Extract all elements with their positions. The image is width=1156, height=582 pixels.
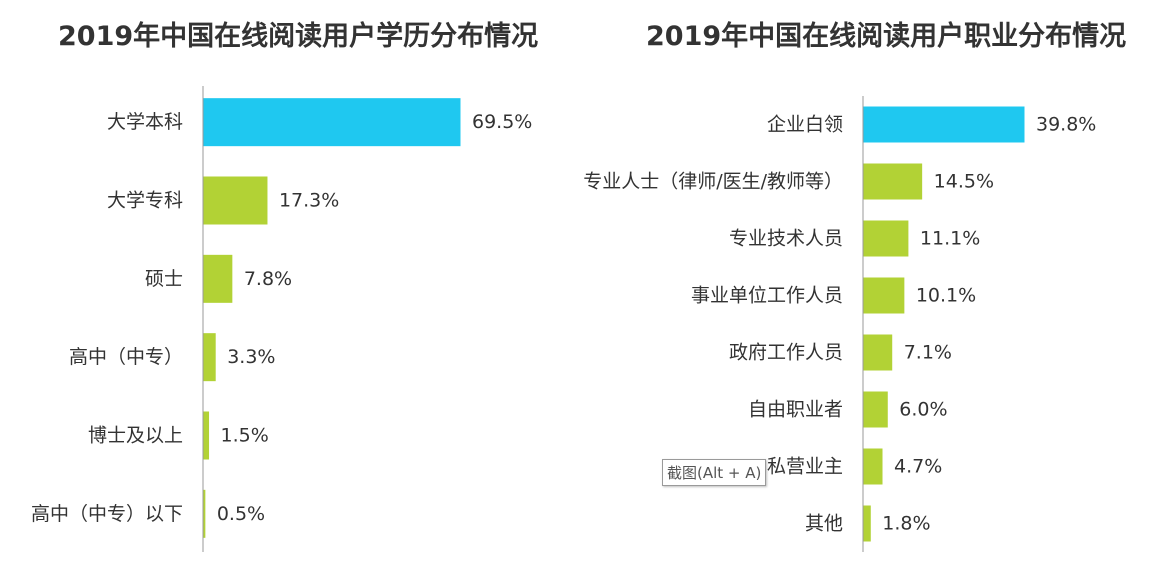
occupation-category-label-7: 其他 bbox=[805, 513, 843, 535]
education-category-label-3: 高中（中专） bbox=[69, 346, 183, 368]
occupation-value-label-3: 10.1% bbox=[916, 285, 976, 307]
education-value-label-5: 0.5% bbox=[217, 503, 265, 525]
education-category-label-2: 硕士 bbox=[145, 268, 183, 290]
occupation-value-label-7: 1.8% bbox=[882, 513, 930, 535]
occupation-value-label-4: 7.1% bbox=[904, 342, 952, 364]
education-value-label-0: 69.5% bbox=[472, 111, 532, 133]
education-bar-3 bbox=[203, 333, 216, 382]
occupation-bar-3 bbox=[863, 277, 905, 314]
education-bar-1 bbox=[203, 176, 268, 225]
occupation-value-label-1: 14.5% bbox=[934, 171, 994, 193]
education-category-label-5: 高中（中专）以下 bbox=[31, 503, 183, 525]
occupation-category-label-6: 私营业主 bbox=[767, 456, 843, 478]
occupation-bar-7 bbox=[863, 505, 871, 542]
occupation-value-label-0: 39.8% bbox=[1036, 114, 1096, 136]
chart-title-education: 2019年中国在线阅读用户学历分布情况 bbox=[58, 21, 539, 52]
education-value-label-1: 17.3% bbox=[279, 190, 339, 212]
education-category-label-0: 大学本科 bbox=[107, 111, 183, 133]
occupation-bar-0 bbox=[863, 106, 1025, 143]
occupation-category-label-2: 专业技术人员 bbox=[729, 228, 843, 250]
education-bar-4 bbox=[203, 411, 210, 460]
occupation-value-label-6: 4.7% bbox=[894, 456, 942, 478]
occupation-category-label-3: 事业单位工作人员 bbox=[691, 285, 843, 307]
education-bar-0 bbox=[203, 98, 461, 147]
education-bar-5 bbox=[203, 489, 206, 538]
education-value-label-4: 1.5% bbox=[221, 425, 269, 447]
occupation-bar-1 bbox=[863, 163, 923, 200]
screenshot-tooltip: 截图(Alt + A) bbox=[662, 459, 767, 486]
occupation-category-label-0: 企业白领 bbox=[767, 114, 843, 136]
occupation-value-label-2: 11.1% bbox=[920, 228, 980, 250]
occupation-value-label-5: 6.0% bbox=[899, 399, 947, 421]
occupation-category-label-5: 自由职业者 bbox=[748, 399, 843, 421]
chart-title-occupation: 2019年中国在线阅读用户职业分布情况 bbox=[646, 21, 1127, 52]
occupation-bar-6 bbox=[863, 448, 883, 485]
education-category-label-1: 大学专科 bbox=[107, 190, 183, 212]
education-value-label-2: 7.8% bbox=[244, 268, 292, 290]
occupation-bar-2 bbox=[863, 220, 909, 257]
education-bar-2 bbox=[203, 254, 233, 303]
occupation-category-label-1: 专业人士（律师/医生/教师等） bbox=[583, 171, 843, 193]
occupation-bar-4 bbox=[863, 334, 893, 371]
occupation-bar-5 bbox=[863, 391, 888, 428]
occupation-category-label-4: 政府工作人员 bbox=[729, 342, 843, 364]
education-value-label-3: 3.3% bbox=[227, 346, 275, 368]
education-category-label-4: 博士及以上 bbox=[88, 425, 183, 447]
